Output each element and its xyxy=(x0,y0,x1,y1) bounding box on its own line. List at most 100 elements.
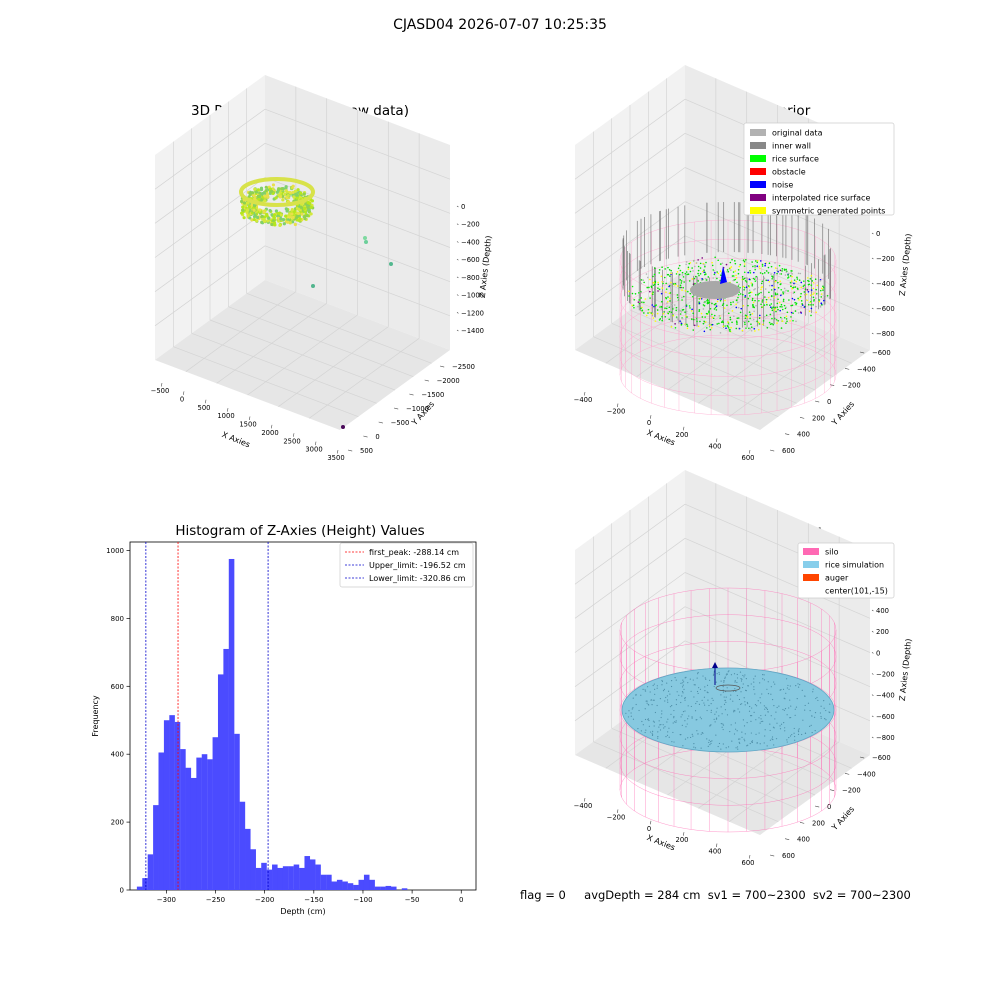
rice-point xyxy=(746,701,749,704)
point xyxy=(641,306,643,309)
point xyxy=(781,320,784,322)
status-flag: flag = 0 xyxy=(520,888,566,902)
point xyxy=(787,274,789,276)
point xyxy=(773,286,776,289)
rice-point xyxy=(706,738,708,740)
y-axis-label: Frequency xyxy=(91,695,100,737)
legend-label: noise xyxy=(772,181,793,190)
rice-point xyxy=(713,718,715,720)
point xyxy=(760,288,762,291)
point xyxy=(810,304,812,306)
point xyxy=(703,264,706,266)
point xyxy=(252,194,256,198)
y-axis-tick xyxy=(799,417,805,419)
point xyxy=(730,301,732,304)
point xyxy=(755,304,757,307)
histogram-bar xyxy=(293,864,300,890)
point xyxy=(653,312,656,314)
point xyxy=(676,285,679,287)
point xyxy=(637,301,640,303)
point xyxy=(804,288,807,290)
y-axis-tick-label: −200 xyxy=(842,787,861,795)
z-axis-tick-label: 0 xyxy=(876,649,880,657)
x-axis-tick xyxy=(205,399,207,404)
rice-point xyxy=(658,726,660,728)
point xyxy=(758,323,761,325)
x-axis-tick-label: −200 xyxy=(607,813,626,821)
rice-point xyxy=(673,721,676,723)
point xyxy=(797,312,800,314)
y-tick-label: 600 xyxy=(111,683,124,691)
rice-point xyxy=(680,701,682,704)
point xyxy=(809,277,812,280)
point xyxy=(681,317,684,320)
grid-line xyxy=(574,503,686,585)
point xyxy=(706,299,708,302)
point xyxy=(710,327,713,329)
point xyxy=(735,299,738,302)
rice-point xyxy=(747,744,749,746)
point xyxy=(791,304,794,307)
point xyxy=(794,310,797,312)
histogram-bar xyxy=(331,881,338,890)
rice-point xyxy=(653,725,655,727)
point xyxy=(675,273,678,275)
z-axis-tick-label: −200 xyxy=(461,221,480,229)
point xyxy=(703,269,705,271)
point xyxy=(751,261,753,263)
point xyxy=(309,205,313,209)
legend-label: first_peak: -288.14 cm xyxy=(369,548,459,557)
point xyxy=(676,294,679,296)
rice-point xyxy=(668,736,670,738)
point xyxy=(708,311,710,314)
point xyxy=(686,325,689,327)
rice-point xyxy=(675,721,677,723)
point xyxy=(643,301,645,304)
rice-point xyxy=(652,720,655,722)
point xyxy=(279,217,283,221)
rice-point xyxy=(656,704,658,707)
point xyxy=(291,215,295,219)
rice-point xyxy=(728,670,730,672)
point xyxy=(732,271,735,273)
rice-point xyxy=(762,674,764,676)
z-axis-tick-label: −400 xyxy=(876,692,895,700)
rice-point xyxy=(825,719,827,721)
y-axis-tick-label: −2000 xyxy=(437,377,460,385)
point xyxy=(302,192,306,196)
rice-point xyxy=(746,722,748,724)
x-axis-tick xyxy=(315,441,317,446)
point xyxy=(806,289,809,291)
point xyxy=(657,287,659,290)
rice-point xyxy=(743,725,746,727)
rice-point xyxy=(653,699,655,701)
rice-point xyxy=(795,685,797,687)
point xyxy=(652,284,655,287)
rice-point xyxy=(673,709,675,712)
point xyxy=(800,305,802,308)
point xyxy=(253,214,257,218)
rice-point xyxy=(737,708,739,710)
point xyxy=(704,273,706,276)
x-axis-tick-label: 400 xyxy=(709,848,722,856)
rice-point xyxy=(820,717,822,719)
point xyxy=(737,268,740,271)
rice-point xyxy=(661,680,664,683)
point xyxy=(710,323,713,326)
point xyxy=(809,294,812,297)
rice-point xyxy=(644,690,647,692)
point xyxy=(738,265,741,268)
point xyxy=(278,223,282,227)
point xyxy=(758,265,761,268)
point xyxy=(288,190,292,195)
rice-point xyxy=(684,720,686,722)
point xyxy=(729,318,732,321)
rice-point xyxy=(767,681,769,683)
rice-point xyxy=(788,688,790,690)
rice-point xyxy=(766,707,768,709)
point xyxy=(729,316,732,319)
rice-point xyxy=(766,745,768,747)
histogram-bar xyxy=(342,881,348,890)
point xyxy=(800,300,803,302)
rice-point xyxy=(744,733,746,735)
